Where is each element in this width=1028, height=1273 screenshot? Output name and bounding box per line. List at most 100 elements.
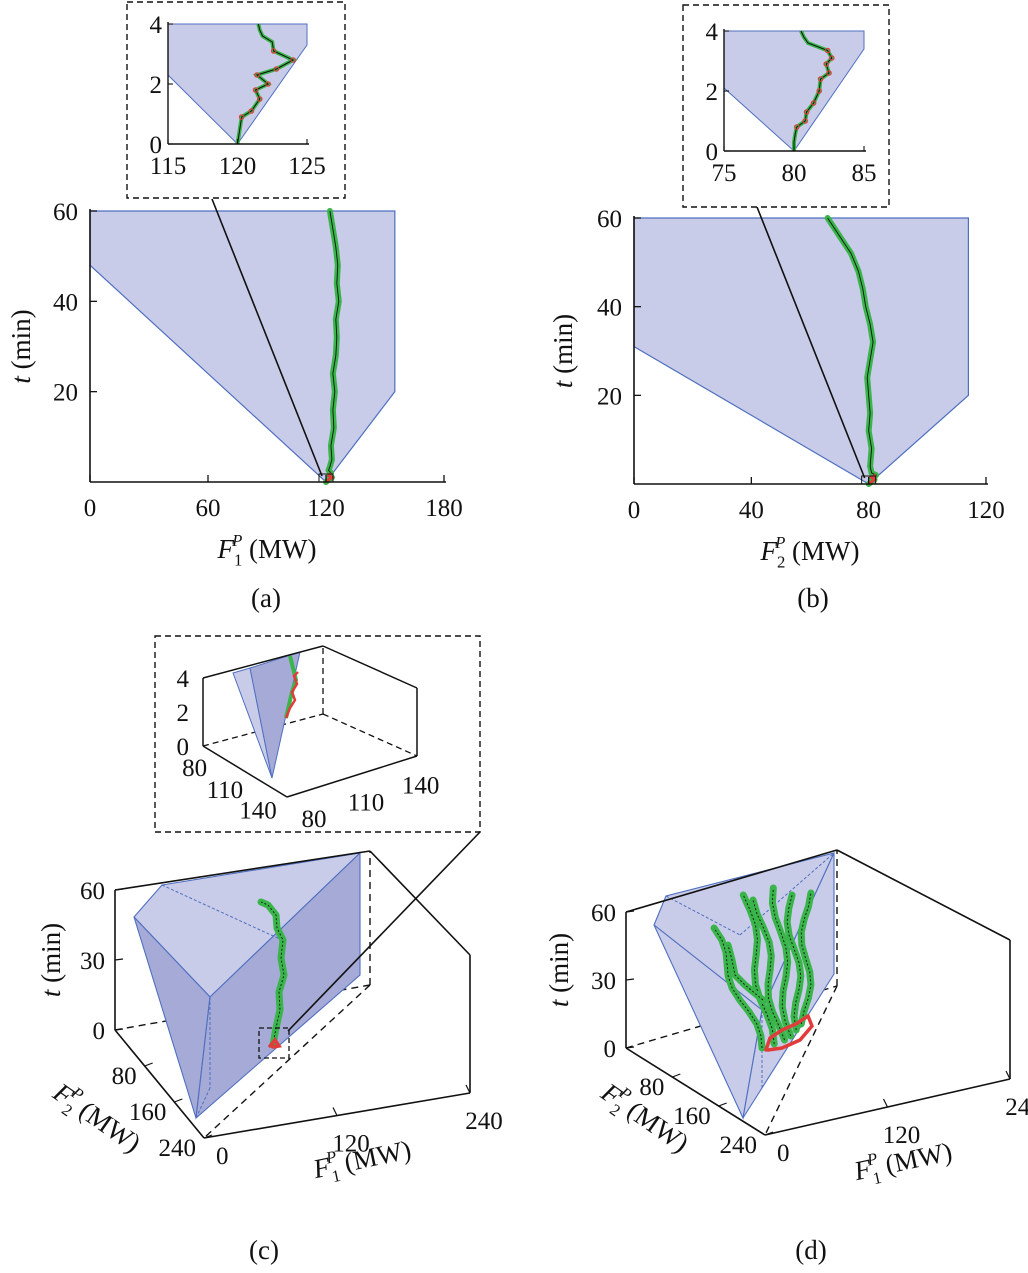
x-tick-label: 240	[465, 1108, 503, 1135]
x-tick	[1005, 1070, 1011, 1080]
y-tick	[174, 1098, 183, 1103]
inset-y-tick-label: 2	[706, 79, 719, 106]
zoom-connector	[756, 206, 866, 479]
trajectory-initial-red	[764, 1013, 815, 1052]
trajectory-5	[783, 891, 805, 1034]
inset-red-marker	[828, 55, 835, 61]
trajectory-3	[749, 896, 789, 1044]
x-tick-label: 0	[84, 495, 97, 522]
x-tick-label: 60	[196, 495, 221, 522]
z-tick	[625, 1046, 635, 1049]
y-tick-label: 20	[597, 383, 622, 410]
inset-red-marker	[824, 47, 831, 54]
inset-trajectory-line	[237, 23, 295, 145]
box-top-edge	[114, 850, 371, 891]
y-tick-label: 40	[53, 289, 78, 316]
inset: 115 120 125 0 2 4	[126, 1, 346, 199]
y-tick	[764, 1131, 774, 1136]
inset-red-marker	[793, 124, 800, 130]
y-tick-label: 240	[159, 1135, 197, 1162]
x-axis-label-text: F1P (MW)	[216, 531, 316, 569]
inset-x-tick-label: 115	[150, 153, 187, 180]
z-axis-label-unit: (min)	[544, 933, 574, 1000]
zoom-box	[258, 1027, 290, 1059]
x-tick	[882, 1098, 889, 1108]
inset-z-tick-label: 0	[177, 734, 190, 761]
z-axis-label-text: t (min)	[544, 933, 574, 1007]
z-tick	[625, 978, 635, 981]
inset-y-tick-label: 80	[182, 755, 207, 782]
x-tick-label: 80	[856, 497, 881, 524]
x-axis-label: F1P (MW)	[216, 531, 316, 569]
feasible-region	[89, 210, 396, 483]
inset-top-edge	[202, 645, 324, 679]
y-axis-label: t (min)	[548, 314, 578, 388]
y-axis-label-unit: (MW)	[616, 1091, 694, 1158]
trajectory-line	[713, 927, 763, 1049]
inset-back-edge	[322, 713, 418, 757]
y-axis-label-symbol: t	[6, 375, 36, 384]
x-origin-tick-label: 0	[216, 1143, 229, 1170]
feasible-edge	[665, 895, 741, 936]
z-axis-label: t (min)	[544, 933, 574, 1007]
z-tick-label: 0	[604, 1036, 617, 1063]
inset-red-marker	[802, 118, 809, 124]
x-axis-label-sup: P	[323, 1147, 338, 1168]
z-tick-label: 60	[591, 900, 616, 927]
inset-red-marker	[273, 66, 280, 72]
feasible-edge	[195, 1087, 211, 1119]
inset-red-marker	[817, 76, 824, 82]
panel-d-caption: (d)	[795, 1235, 826, 1265]
x-axis-label-symbol: F	[310, 1151, 334, 1184]
feasible-region	[633, 217, 970, 485]
panel-c-caption: (c)	[249, 1235, 279, 1265]
inset-red-marker	[238, 114, 245, 120]
box-back-edge	[764, 985, 838, 1136]
y-axis-label: t (min)	[6, 309, 36, 383]
x-axis-label-text: F2P (MW)	[759, 533, 859, 571]
inset-y-tick-label: 110	[207, 777, 244, 804]
y-axis-label-symbol: t	[548, 379, 578, 388]
trajectory-4	[768, 884, 795, 1040]
trajectory-line	[786, 894, 802, 1031]
panel-a-caption: (a)	[251, 583, 281, 613]
y-axis-label-text: t (min)	[6, 309, 36, 383]
x-axis-label: F2P (MW)	[759, 533, 859, 571]
inset-x-axis	[286, 755, 418, 798]
inset-red-marker	[816, 88, 823, 94]
inset-x-tick-label: 80	[782, 160, 807, 187]
inset-y-tick-label: 2	[150, 72, 163, 99]
x-tick	[332, 1107, 338, 1116]
x-axis-label-symbol: F	[851, 1153, 875, 1186]
inset-red-trajectory	[284, 671, 299, 719]
panel-b-caption: (b)	[797, 583, 828, 613]
trajectory-initial-red	[867, 473, 878, 486]
trajectory-line	[771, 887, 792, 1037]
inset-top-edge	[322, 645, 418, 689]
x-tick-label: 120	[967, 497, 1005, 524]
z-tick-label: 60	[80, 878, 105, 905]
x-axis-label-unit: (MW)	[785, 536, 859, 566]
inset-y-tick-label: 0	[706, 139, 719, 166]
inset-x-tick-label: 75	[712, 160, 737, 187]
box-top-edge	[625, 849, 838, 913]
x-tick	[465, 1084, 471, 1094]
inset-y-axis	[202, 745, 288, 798]
y-axis-label-unit: (min)	[548, 314, 578, 381]
inset-red-marker	[290, 57, 296, 63]
y-tick-label: 160	[673, 1103, 711, 1130]
inset-frame	[154, 635, 481, 833]
y-axis	[625, 1047, 766, 1136]
inset-red-marker	[265, 81, 271, 87]
x-axis-label-unit: (MW)	[242, 534, 316, 564]
panel-a-chart: 0 60 120 180 20 40 60 F1P (MW) t (min) 115 120 125 0…	[6, 1, 463, 570]
y-tick-label: 20	[53, 380, 78, 407]
z-axis-label-unit: (min)	[36, 923, 66, 990]
x-tick-label: 180	[425, 495, 463, 522]
z-tick	[625, 910, 635, 913]
inset-x-tick-label: 140	[402, 772, 440, 799]
inset-red-marker	[256, 96, 263, 102]
